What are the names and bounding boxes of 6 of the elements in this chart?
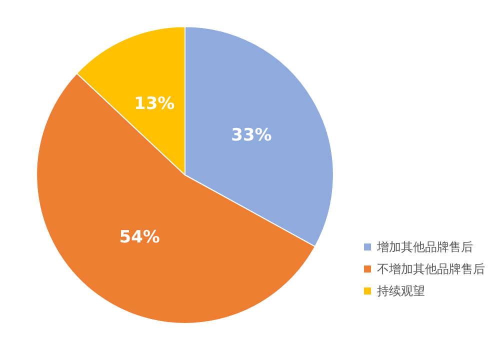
data-label: 13%: [134, 94, 175, 114]
legend-label: 持续观望: [377, 284, 425, 298]
legend-label: 不增加其他品牌售后: [377, 262, 485, 276]
data-label: 54%: [119, 227, 160, 248]
legend-label: 增加其他品牌售后: [376, 240, 473, 254]
data-label: 33%: [231, 126, 272, 146]
